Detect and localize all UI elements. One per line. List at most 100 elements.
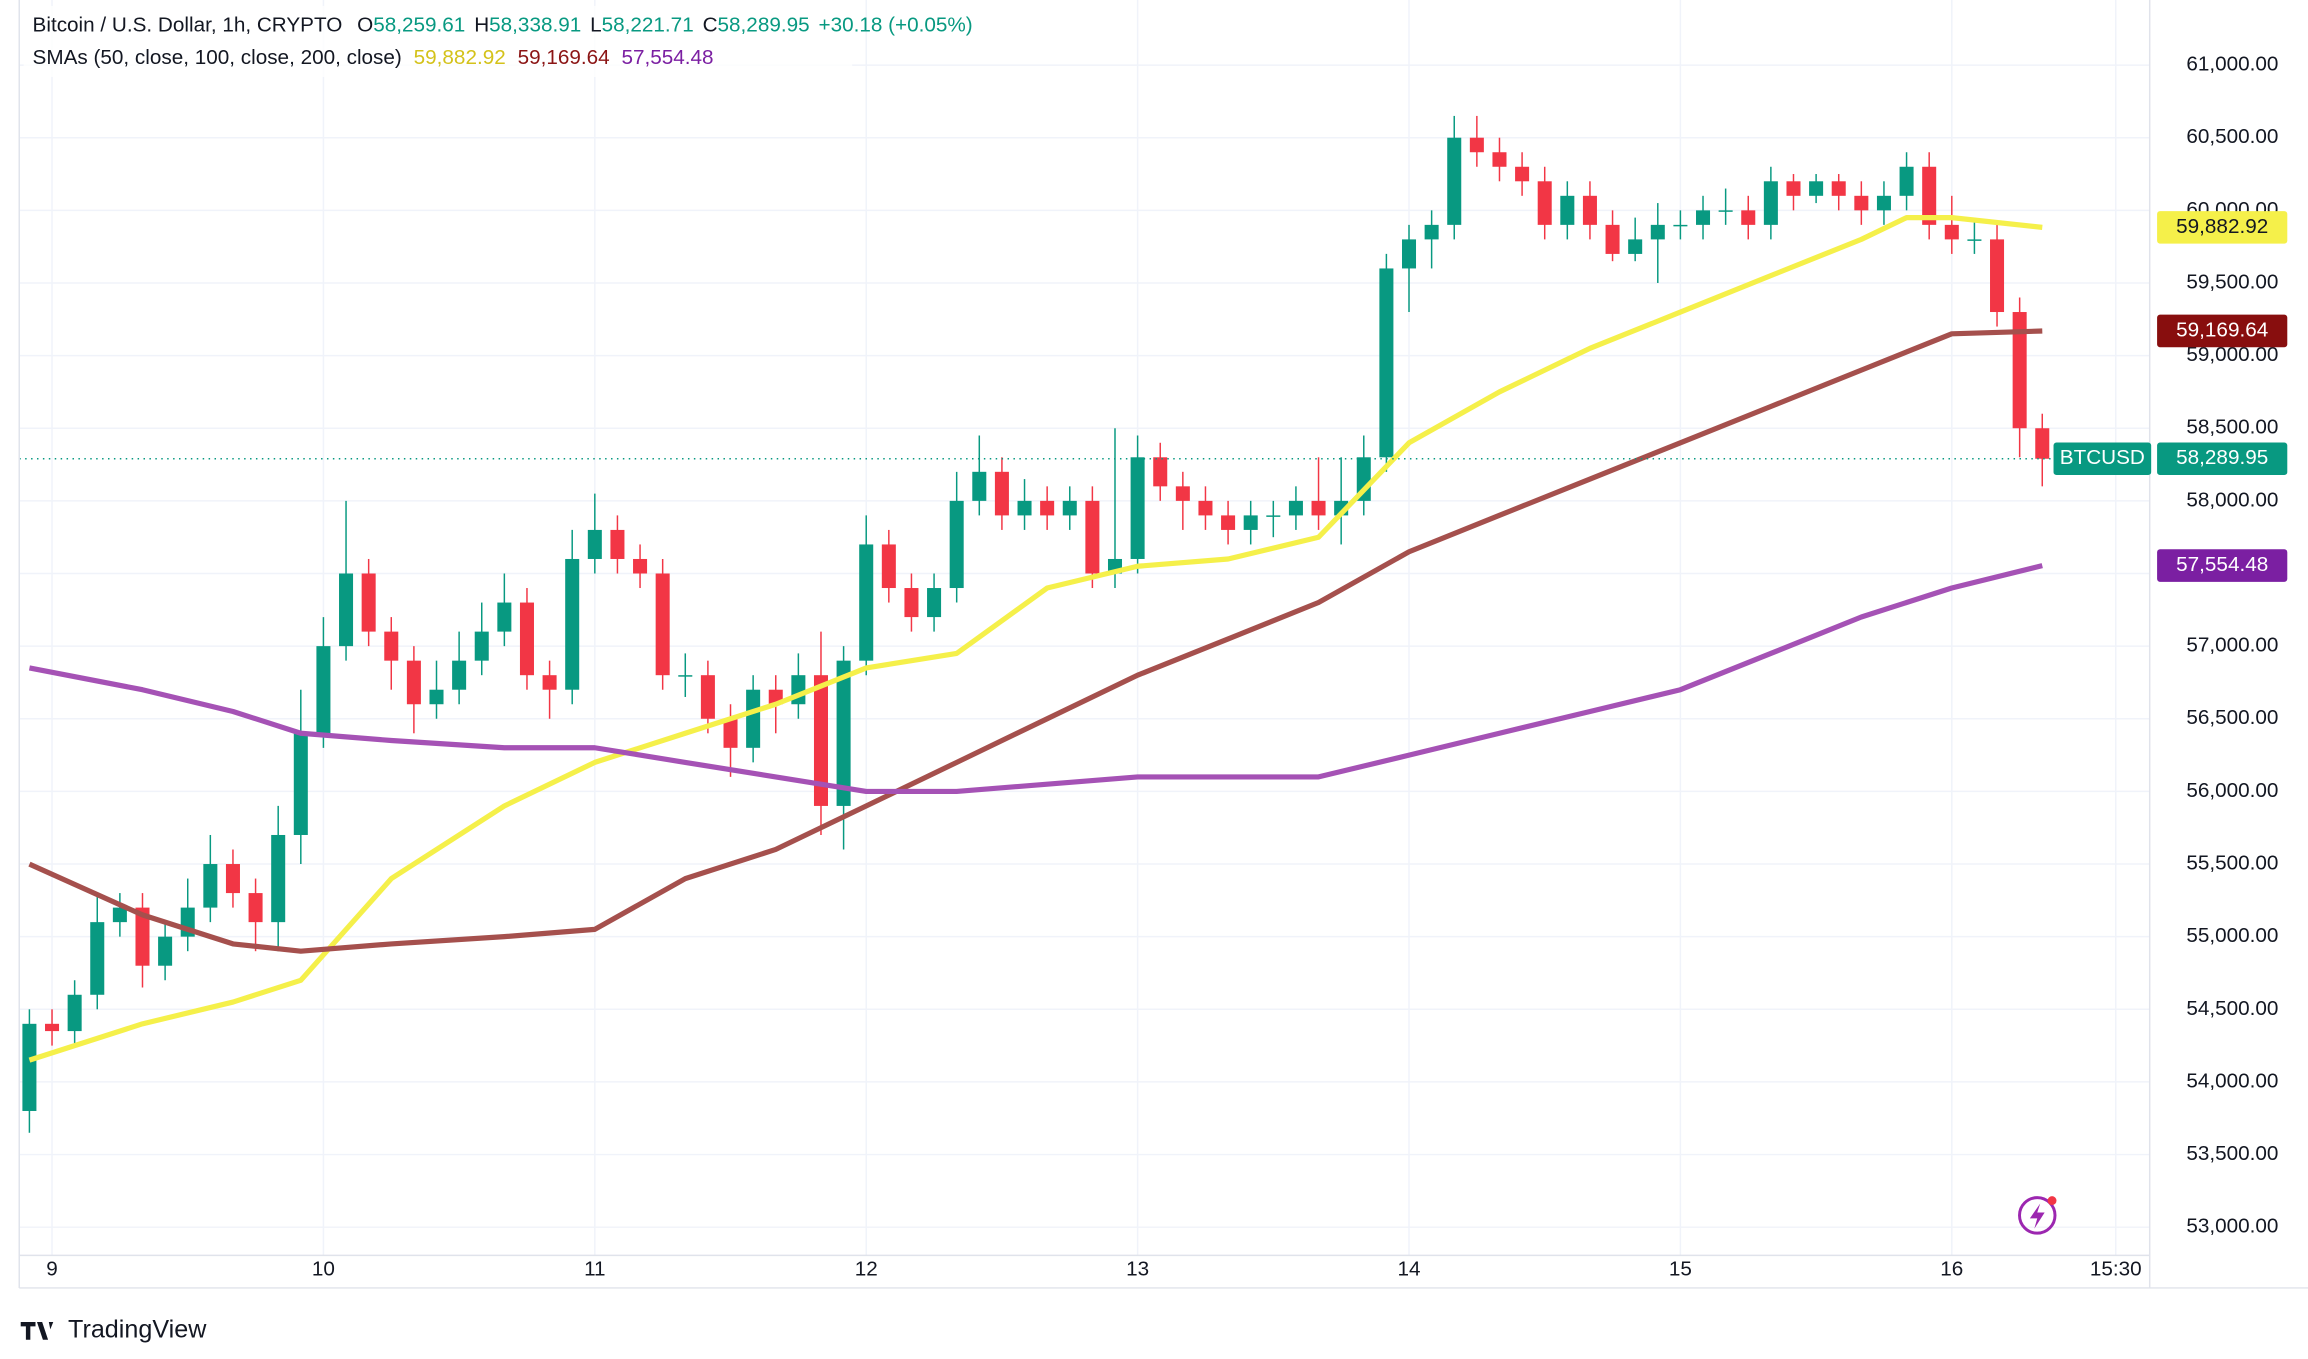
candle-body [1130,457,1145,559]
y-tick-label: 55,000.00 [2186,924,2278,947]
candle-body [633,558,648,574]
legend-line: SMAs (50, close, 100, close, 200, close)… [33,47,714,70]
x-tick-label: 13 [1126,1258,1149,1281]
candle-body [542,675,557,690]
candle-body [1062,500,1077,516]
candle-body [655,573,670,676]
candle-body [813,675,828,806]
candle-body [1379,268,1394,458]
candle-body [1854,195,1869,211]
y-tick-label: 59,000.00 [2186,343,2278,366]
y-tick-label: 60,500.00 [2186,125,2278,148]
sma-price-badge [2157,549,2288,582]
candle-body [361,573,376,632]
x-tick-label: 16 [1940,1258,1963,1281]
candle-body [1424,224,1439,240]
alert-icon[interactable] [2018,1196,2057,1235]
candle-body [316,646,331,734]
ohlc-value: 58,338.91 [489,14,581,37]
indicator-value: 57,554.48 [621,47,713,70]
candle-body [1582,195,1597,225]
candle-body [1515,166,1530,182]
y-tick-label: 53,000.00 [2186,1215,2278,1238]
indicator-value: 59,169.64 [518,47,610,70]
y-tick-label: 55,500.00 [2186,851,2278,874]
y-tick-label: 58,500.00 [2186,416,2278,439]
candle-body [1809,181,1824,196]
ohlc-value: 58,221.71 [602,14,694,37]
candle-body [700,675,715,719]
candle-body [610,529,625,559]
candle-body [339,573,354,647]
symbol-title: Bitcoin / U.S. Dollar, 1h, CRYPTO [33,14,343,37]
candle-body [587,529,602,559]
y-tick-label: 54,000.00 [2186,1069,2278,1092]
x-tick-label: 12 [855,1258,878,1281]
sma-price-badge [2157,211,2288,244]
candle-body [384,631,399,661]
sma-line [28,328,2043,954]
candle-body [2012,312,2027,429]
sma-price-badge-label: 59,169.64 [2176,318,2268,341]
last-price-badge [2157,442,2288,476]
candle-body [1017,500,1032,516]
y-tick-label: 58,000.00 [2186,488,2278,511]
candle-body [1198,500,1213,516]
candle-body [67,994,82,1032]
candle-body [836,660,851,806]
brand-logo[interactable]: TradingView [20,1316,207,1344]
candle-body [519,602,534,676]
sma-price-badge-label: 59,882.92 [2176,215,2268,238]
candle-body [1673,224,1688,227]
candle-body [881,544,896,589]
symbol-tag-box [2053,442,2152,476]
y-tick-label: 59,500.00 [2186,270,2278,293]
indicator-title: SMAs (50, close, 100, close, 200, close) [33,47,402,70]
y-tick-label: 53,500.00 [2186,1142,2278,1165]
candle-body [452,660,467,690]
indicator-value: 59,882.92 [414,47,506,70]
y-tick-label: 57,000.00 [2186,634,2278,657]
candle-body [565,558,580,690]
x-tick-label: 15 [1669,1258,1692,1281]
candle-body [859,544,874,661]
candle-body [1469,137,1484,153]
ohlc-value: 58,289.95 [718,14,810,37]
candle-body [1696,210,1711,225]
candle-body [225,864,240,894]
candle-body [1967,239,1982,241]
last-price-badge-label: 58,289.95 [2176,446,2268,469]
y-tick-label: 61,000.00 [2186,53,2278,76]
legend-background [23,5,853,77]
header-legend: Bitcoin / U.S. Dollar, 1h, CRYPTO O58,259… [23,5,973,77]
candle-body [497,602,512,632]
y-tick-label: 54,500.00 [2186,997,2278,1020]
candle-body [972,471,987,501]
sma-line [28,563,2043,795]
candle-body [1243,515,1258,530]
candle-body [293,733,308,835]
candle-body [1447,137,1462,225]
candle-body [2035,428,2050,459]
candle-body [1175,486,1190,501]
candle-body [1537,181,1552,225]
candle-body [135,907,150,966]
change-value: +30.18 (+0.05%) [819,14,973,37]
candle-body [1763,181,1778,225]
x-tick-label: 9 [46,1258,58,1281]
candle-body [678,675,693,677]
candle-body [1085,500,1100,574]
candle-body [1605,224,1620,254]
y-tick-label: 56,500.00 [2186,706,2278,729]
candle-body [1153,457,1168,487]
brand-name[interactable]: TradingView [68,1316,207,1344]
candle-body [45,1023,60,1032]
ohlc-key: O [357,14,373,37]
candle-body [1492,152,1507,167]
candle-body [248,893,263,923]
x-tick-label: 10 [312,1258,335,1281]
candle-body [429,689,444,705]
candle-body [904,588,919,618]
